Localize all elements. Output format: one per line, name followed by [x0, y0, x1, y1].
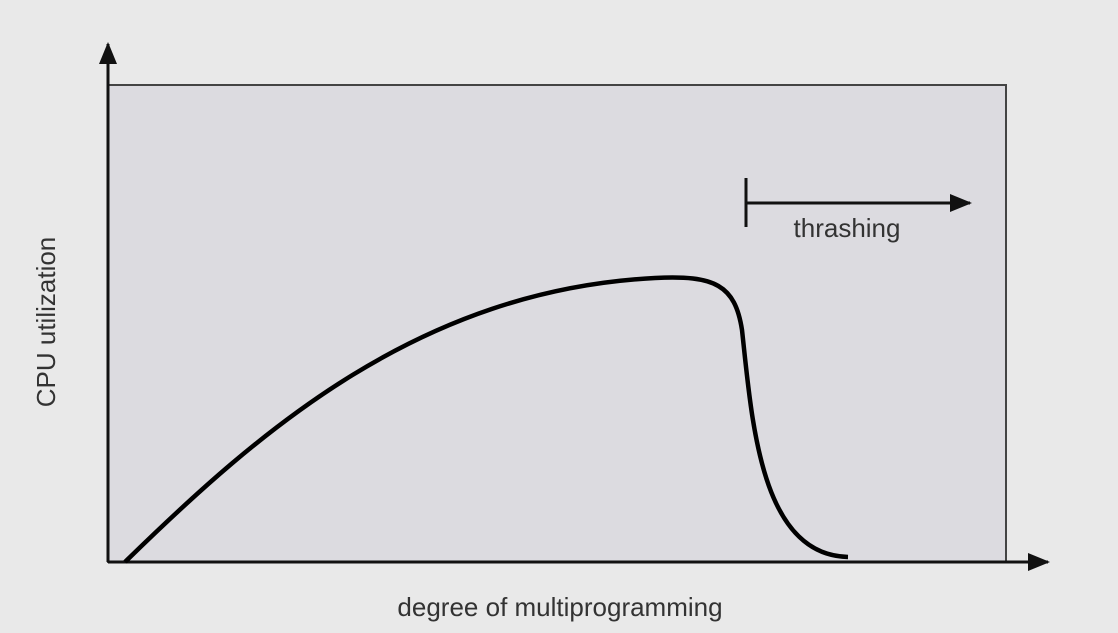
utilization-curve	[123, 275, 849, 564]
plot-area	[107, 84, 1007, 563]
annotation-label: thrashing	[794, 213, 901, 243]
y-axis-label: CPU utilization	[31, 237, 61, 408]
x-axis-label: degree of multiprogramming	[397, 592, 722, 622]
